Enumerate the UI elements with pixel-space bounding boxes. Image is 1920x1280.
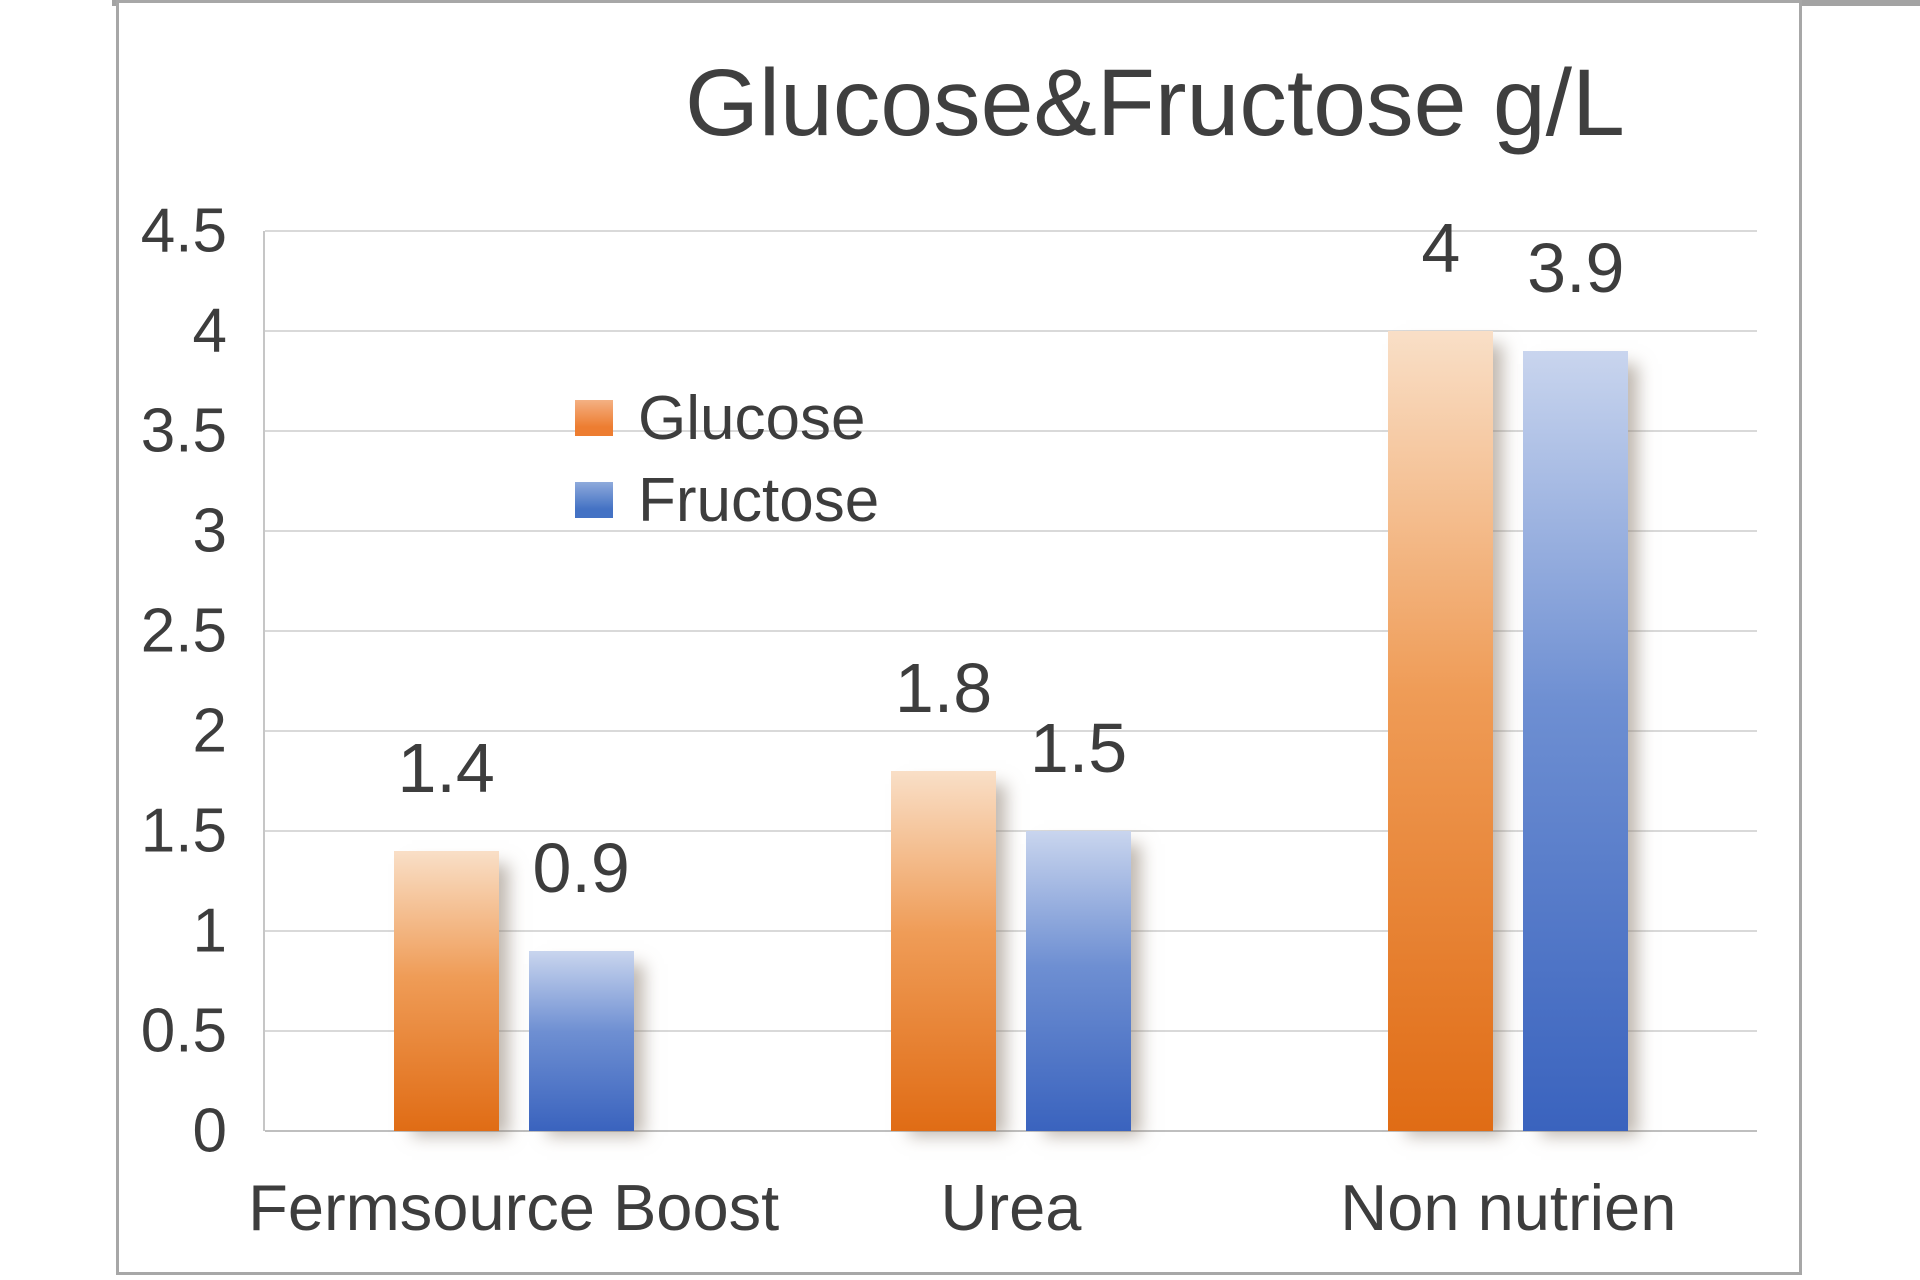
y-axis-tick-label: 0.5 <box>140 996 227 1066</box>
bar-glucose-non-nutrien[interactable] <box>1388 331 1494 1131</box>
chart-frame[interactable]: Glucose&Fructose g/L 4.5 4 3.5 3 2.5 2 1.5 1 0.5… <box>116 0 1802 1275</box>
legend-item-glucose[interactable]: Glucose <box>575 384 879 453</box>
y-axis-tick-label: 4 <box>192 296 227 366</box>
y-axis-tick-label: 1.5 <box>140 796 227 866</box>
y-axis-tick-label: 2.5 <box>140 596 227 666</box>
plot-area[interactable]: 4.5 4 3.5 3 2.5 2 1.5 1 0.5 0 1.4 0.9 1.8 1.5 4 3.9 Fe… <box>141 197 1757 1240</box>
gridline <box>265 530 1757 532</box>
data-label: 3.9 <box>1527 229 1625 307</box>
bar-glucose-urea[interactable] <box>891 771 996 1131</box>
gridline <box>265 430 1757 432</box>
legend-label: Glucose <box>638 383 866 453</box>
data-label: 1.4 <box>397 729 495 807</box>
y-axis-tick-label: 1 <box>192 896 227 966</box>
glucose-swatch-icon <box>575 400 613 436</box>
category-label: Urea <box>940 1171 1082 1244</box>
gridline <box>265 1030 1757 1032</box>
bar-fructose-urea[interactable] <box>1026 831 1131 1131</box>
bar-glucose-fermsource-boost[interactable] <box>393 851 499 1131</box>
x-axis-line <box>265 1130 1757 1132</box>
fructose-swatch-icon <box>575 482 613 518</box>
bar-fructose-non-nutrien[interactable] <box>1523 351 1629 1131</box>
legend[interactable]: Glucose Fructose <box>575 384 879 553</box>
y-axis-tick-label: 0 <box>192 1096 227 1166</box>
gridline <box>265 630 1757 632</box>
chart-title[interactable]: Glucose&Fructose g/L <box>685 50 1625 156</box>
data-label: 4 <box>1421 209 1461 287</box>
category-label: Non nutrien <box>1340 1171 1677 1244</box>
gridline <box>265 830 1757 832</box>
data-label: 0.9 <box>532 829 630 907</box>
bar-fructose-fermsource-boost[interactable] <box>528 951 634 1131</box>
y-axis-line <box>263 231 265 1131</box>
gridline <box>265 330 1757 332</box>
y-axis-tick-label: 4.5 <box>140 196 227 266</box>
data-label: 1.8 <box>894 649 993 727</box>
legend-item-fructose[interactable]: Fructose <box>575 466 879 535</box>
gridline <box>265 930 1757 932</box>
data-label: 1.5 <box>1029 709 1128 787</box>
gridline <box>265 730 1757 732</box>
y-axis-tick-label: 2 <box>192 696 227 766</box>
y-axis-tick-label: 3.5 <box>140 396 227 466</box>
legend-label: Fructose <box>638 465 880 535</box>
category-label: Fermsource Boost <box>248 1171 780 1244</box>
gridline <box>265 230 1757 232</box>
y-axis-tick-label: 3 <box>192 496 227 566</box>
